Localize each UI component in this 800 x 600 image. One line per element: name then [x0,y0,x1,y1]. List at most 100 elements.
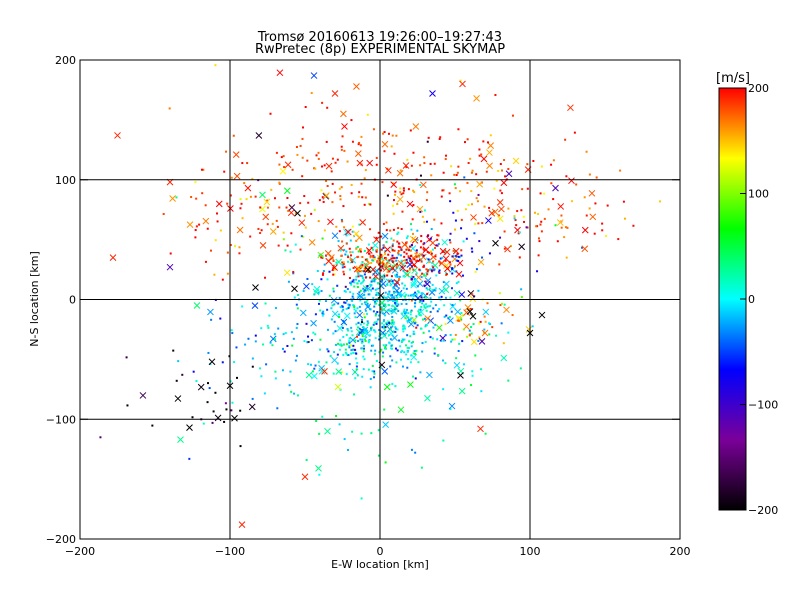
data-point-x-1559 [381,368,389,375]
data-point-dot-1225 [486,141,489,144]
data-point-dot-162 [361,335,364,338]
data-point-dot-363 [377,318,380,321]
data-point-dot-448 [429,310,432,313]
data-point-dot-145 [428,330,431,333]
data-point-dot-270 [381,278,384,281]
y-tick-label-2: 0 [69,294,76,307]
data-point-x-995 [567,104,574,112]
data-point-dot-977 [340,145,343,148]
data-point-dot-490 [338,296,341,299]
data-point-dot-1814 [465,237,468,240]
data-point-dot-151 [461,340,464,343]
data-point-dot-632 [369,308,372,311]
data-point-dot-907 [357,250,360,253]
data-point-dot-338 [390,237,393,240]
data-point-dot-503 [363,290,366,293]
data-point-dot-1080 [317,220,320,223]
data-point-dot-1562 [254,340,257,343]
data-point-dot-103 [287,280,290,283]
data-point-dot-1103 [412,151,415,154]
data-point-dot-1657 [478,336,481,339]
data-point-dot-790 [364,276,367,279]
data-point-dot-1748 [405,344,408,347]
data-point-dot-98 [363,249,366,252]
data-point-dot-1032 [457,128,460,131]
data-point-dot-1422 [319,348,322,351]
data-point-dot-1262 [225,150,228,153]
data-point-dot-1065 [241,162,244,165]
data-point-dot-1511 [319,338,322,341]
data-point-dot-834 [444,259,447,262]
data-point-dot-350 [442,339,445,342]
data-point-dot-327 [311,283,314,286]
data-point-dot-814 [428,251,431,254]
data-point-dot-1398 [575,183,578,186]
data-point-dot-211 [310,339,313,342]
data-point-dot-512 [430,300,433,303]
data-point-dot-1320 [278,163,281,166]
data-point-dot-983 [454,187,457,190]
data-point-dot-665 [402,275,405,278]
data-point-dot-980 [400,193,403,196]
data-point-dot-796 [436,244,439,247]
data-point-dot-821 [453,265,456,268]
colorbar-tick-label-4: 200 [748,82,769,95]
data-point-dot-1330 [238,246,241,249]
data-point-dot-72 [336,284,339,287]
data-point-dot-1811 [488,252,491,255]
data-point-dot-100 [392,330,395,333]
data-point-dot-204 [364,289,367,292]
data-point-dot-1049 [399,187,402,190]
data-point-x-1561 [340,318,348,326]
data-point-dot-1131 [464,141,467,144]
data-point-dot-1020 [330,170,333,173]
data-point-dot-1128 [209,249,212,252]
data-point-dot-1474 [419,371,422,374]
data-point-dot-1021 [450,165,453,168]
data-point-dot-1637 [471,293,474,296]
data-point-dot-1364 [543,217,546,220]
data-point-dot-1327 [240,202,243,205]
data-point-dot-231 [369,328,372,331]
data-point-dot-678 [364,301,367,304]
data-point-dot-1013 [331,157,334,160]
data-point-dot-945 [347,256,350,259]
data-point-dot-878 [397,245,400,248]
data-point-dot-300 [449,333,452,336]
data-point-dot-1515 [380,348,383,351]
data-point-dot-987 [481,222,484,225]
data-point-dot-1155 [369,203,372,206]
data-point-dot-1268 [266,199,269,202]
data-point-dot-792 [390,257,393,260]
data-point-dot-1605 [305,322,308,325]
data-point-dot-1589 [296,323,299,326]
data-point-dot-1107 [260,229,263,232]
data-point-dot-948 [343,265,346,268]
data-point-dot-562 [398,339,401,342]
data-point-dot-337 [376,311,379,314]
data-point-dot-1093 [441,189,444,192]
data-point-dot-1804 [470,247,473,250]
data-point-dot-1162 [552,159,555,162]
data-point-dot-1606 [251,397,254,400]
data-point-dot-462 [348,337,351,340]
data-point-dot-272 [362,279,365,282]
data-point-x-1383 [512,157,520,165]
data-point-dot-1818 [409,257,412,260]
data-point-dot-1392 [556,240,559,243]
data-point-dot-442 [443,304,446,307]
data-point-dot-1345 [552,198,555,201]
data-point-x-342 [391,334,398,342]
data-point-dot-92 [348,341,351,344]
data-point-dot-1728 [519,367,522,370]
data-point-dot-807 [355,239,358,242]
data-point-dot-1548 [314,313,317,316]
data-point-dot-1624 [457,319,460,322]
data-point-dot-1198 [440,222,443,225]
data-point-dot-1569 [327,350,330,353]
data-point-dot-49 [373,256,376,259]
data-point-dot-285 [347,307,350,310]
data-point-dot-734 [460,249,463,252]
x-tick-label-2: 0 [377,545,384,558]
